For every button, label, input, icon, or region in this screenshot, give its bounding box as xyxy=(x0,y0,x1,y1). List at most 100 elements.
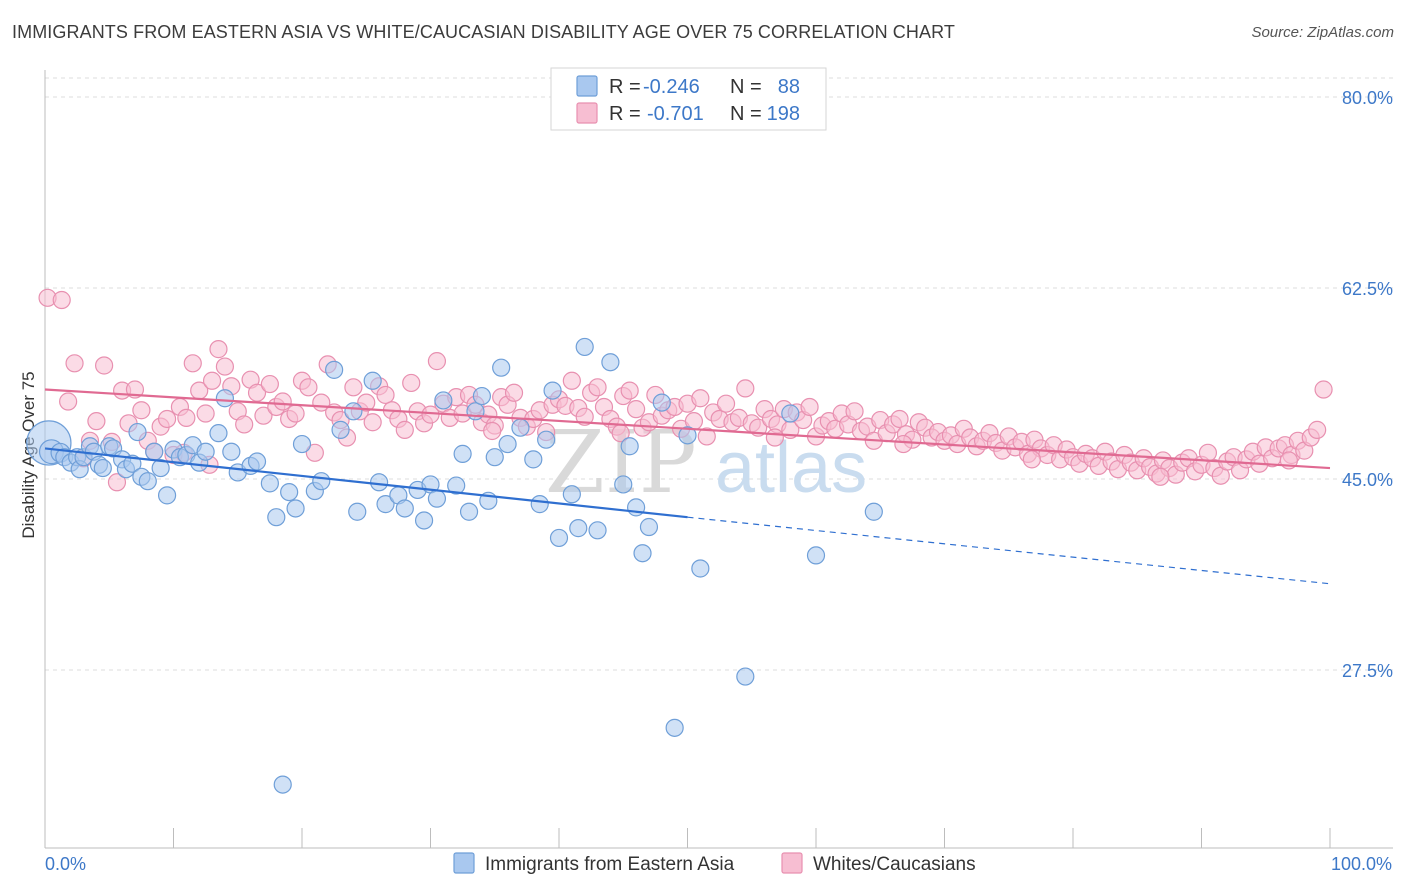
point-whites xyxy=(588,378,607,397)
y-tick-label: 62.5% xyxy=(1342,279,1393,299)
point-eastern-asia xyxy=(781,404,800,423)
bottom-legend-label-white: Whites/Caucasians xyxy=(813,854,976,875)
point-whites xyxy=(575,407,594,426)
source-label: Source: ZipAtlas.com xyxy=(1251,24,1394,41)
point-whites xyxy=(1151,467,1170,486)
point-eastern-asia xyxy=(151,458,170,478)
point-whites xyxy=(87,412,106,431)
point-whites xyxy=(562,371,581,390)
point-eastern-asia xyxy=(395,499,414,518)
legend-n-value-white: 198 xyxy=(767,103,800,125)
point-eastern-asia xyxy=(348,502,367,521)
point-whites xyxy=(235,415,254,434)
point-eastern-asia xyxy=(222,442,241,461)
point-whites xyxy=(402,373,421,393)
point-eastern-asia xyxy=(549,528,569,548)
point-whites xyxy=(1308,420,1327,439)
legend-r-value-asian: -0.246 xyxy=(643,76,700,98)
bottom-legend-swatch-asian xyxy=(453,852,475,874)
point-eastern-asia xyxy=(498,434,517,454)
point-eastern-asia xyxy=(209,424,228,443)
trend-line-eastern-asia xyxy=(44,447,688,519)
bottom-legend: Immigrants from Eastern Asia Whites/Cauc… xyxy=(453,852,976,875)
point-eastern-asia xyxy=(614,475,633,494)
point-whites xyxy=(132,401,151,420)
point-whites xyxy=(183,354,202,373)
point-eastern-asia xyxy=(376,495,395,514)
point-eastern-asia xyxy=(363,371,382,390)
bottom-legend-swatch-white xyxy=(781,852,803,874)
point-whites xyxy=(1022,450,1041,469)
point-whites xyxy=(107,473,127,492)
point-eastern-asia xyxy=(123,454,142,473)
point-whites xyxy=(626,400,646,419)
point-whites xyxy=(273,392,292,411)
point-eastern-asia xyxy=(93,458,112,478)
point-whites xyxy=(845,402,864,421)
point-whites xyxy=(765,428,784,447)
point-whites xyxy=(286,404,305,423)
point-eastern-asia xyxy=(196,442,215,461)
x-tick-label: 100.0% xyxy=(1331,854,1392,874)
point-eastern-asia xyxy=(370,473,389,492)
legend-r-value-white: -0.701 xyxy=(647,103,704,125)
point-eastern-asia xyxy=(530,495,549,514)
legend-n-value-asian: 88 xyxy=(778,76,800,98)
y-tick-label: 45.0% xyxy=(1342,470,1393,490)
point-whites xyxy=(1314,380,1333,399)
point-eastern-asia xyxy=(691,559,710,578)
trend-line-whites xyxy=(44,388,1331,470)
point-whites xyxy=(196,404,215,423)
y-axis-label: Disability Age Over 75 xyxy=(19,371,38,538)
point-eastern-asia xyxy=(260,474,279,493)
legend-r-label-white: R = xyxy=(609,103,641,125)
point-eastern-asia xyxy=(620,437,639,456)
point-eastern-asia xyxy=(459,502,479,521)
point-eastern-asia xyxy=(138,472,157,491)
point-whites xyxy=(890,409,909,429)
point-eastern-asia xyxy=(806,546,826,565)
y-tick-label: 27.5% xyxy=(1342,661,1393,681)
point-whites xyxy=(697,427,716,446)
point-whites xyxy=(299,378,318,397)
point-eastern-asia xyxy=(447,476,466,495)
point-eastern-asia xyxy=(543,381,562,400)
point-whites xyxy=(483,421,502,441)
point-eastern-asia xyxy=(157,486,177,505)
point-eastern-asia xyxy=(344,402,363,421)
point-eastern-asia xyxy=(273,775,292,794)
point-whites xyxy=(894,434,913,454)
point-eastern-asia xyxy=(280,482,299,502)
point-eastern-asia xyxy=(286,499,305,518)
trend-lines xyxy=(44,388,1331,585)
bottom-legend-label-asian: Immigrants from Eastern Asia xyxy=(485,854,735,875)
point-whites xyxy=(395,420,414,439)
point-eastern-asia xyxy=(247,452,267,471)
legend-swatch-asian xyxy=(576,75,598,97)
point-whites xyxy=(59,392,78,411)
series-eastern-asia xyxy=(26,337,883,794)
point-whites xyxy=(177,408,196,427)
point-eastern-asia xyxy=(427,489,447,508)
legend-n-label-asian: N = xyxy=(730,76,762,98)
point-eastern-asia xyxy=(267,508,286,527)
y-tick-label: 80.0% xyxy=(1342,88,1393,108)
point-whites xyxy=(504,383,524,402)
watermark-atlas: atlas xyxy=(715,428,867,508)
watermark: ZIP atlas xyxy=(545,413,867,513)
point-eastern-asia xyxy=(864,502,883,521)
point-eastern-asia xyxy=(215,389,234,408)
point-whites xyxy=(95,356,114,375)
point-whites xyxy=(357,393,376,412)
series-whites xyxy=(38,288,1333,492)
point-eastern-asia xyxy=(652,393,671,412)
point-whites xyxy=(260,374,279,394)
point-whites xyxy=(215,357,234,376)
point-whites xyxy=(363,413,382,432)
point-whites xyxy=(157,409,177,429)
point-eastern-asia xyxy=(485,448,504,467)
point-eastern-asia xyxy=(736,667,755,686)
point-whites xyxy=(1198,443,1218,462)
point-eastern-asia xyxy=(537,430,556,449)
